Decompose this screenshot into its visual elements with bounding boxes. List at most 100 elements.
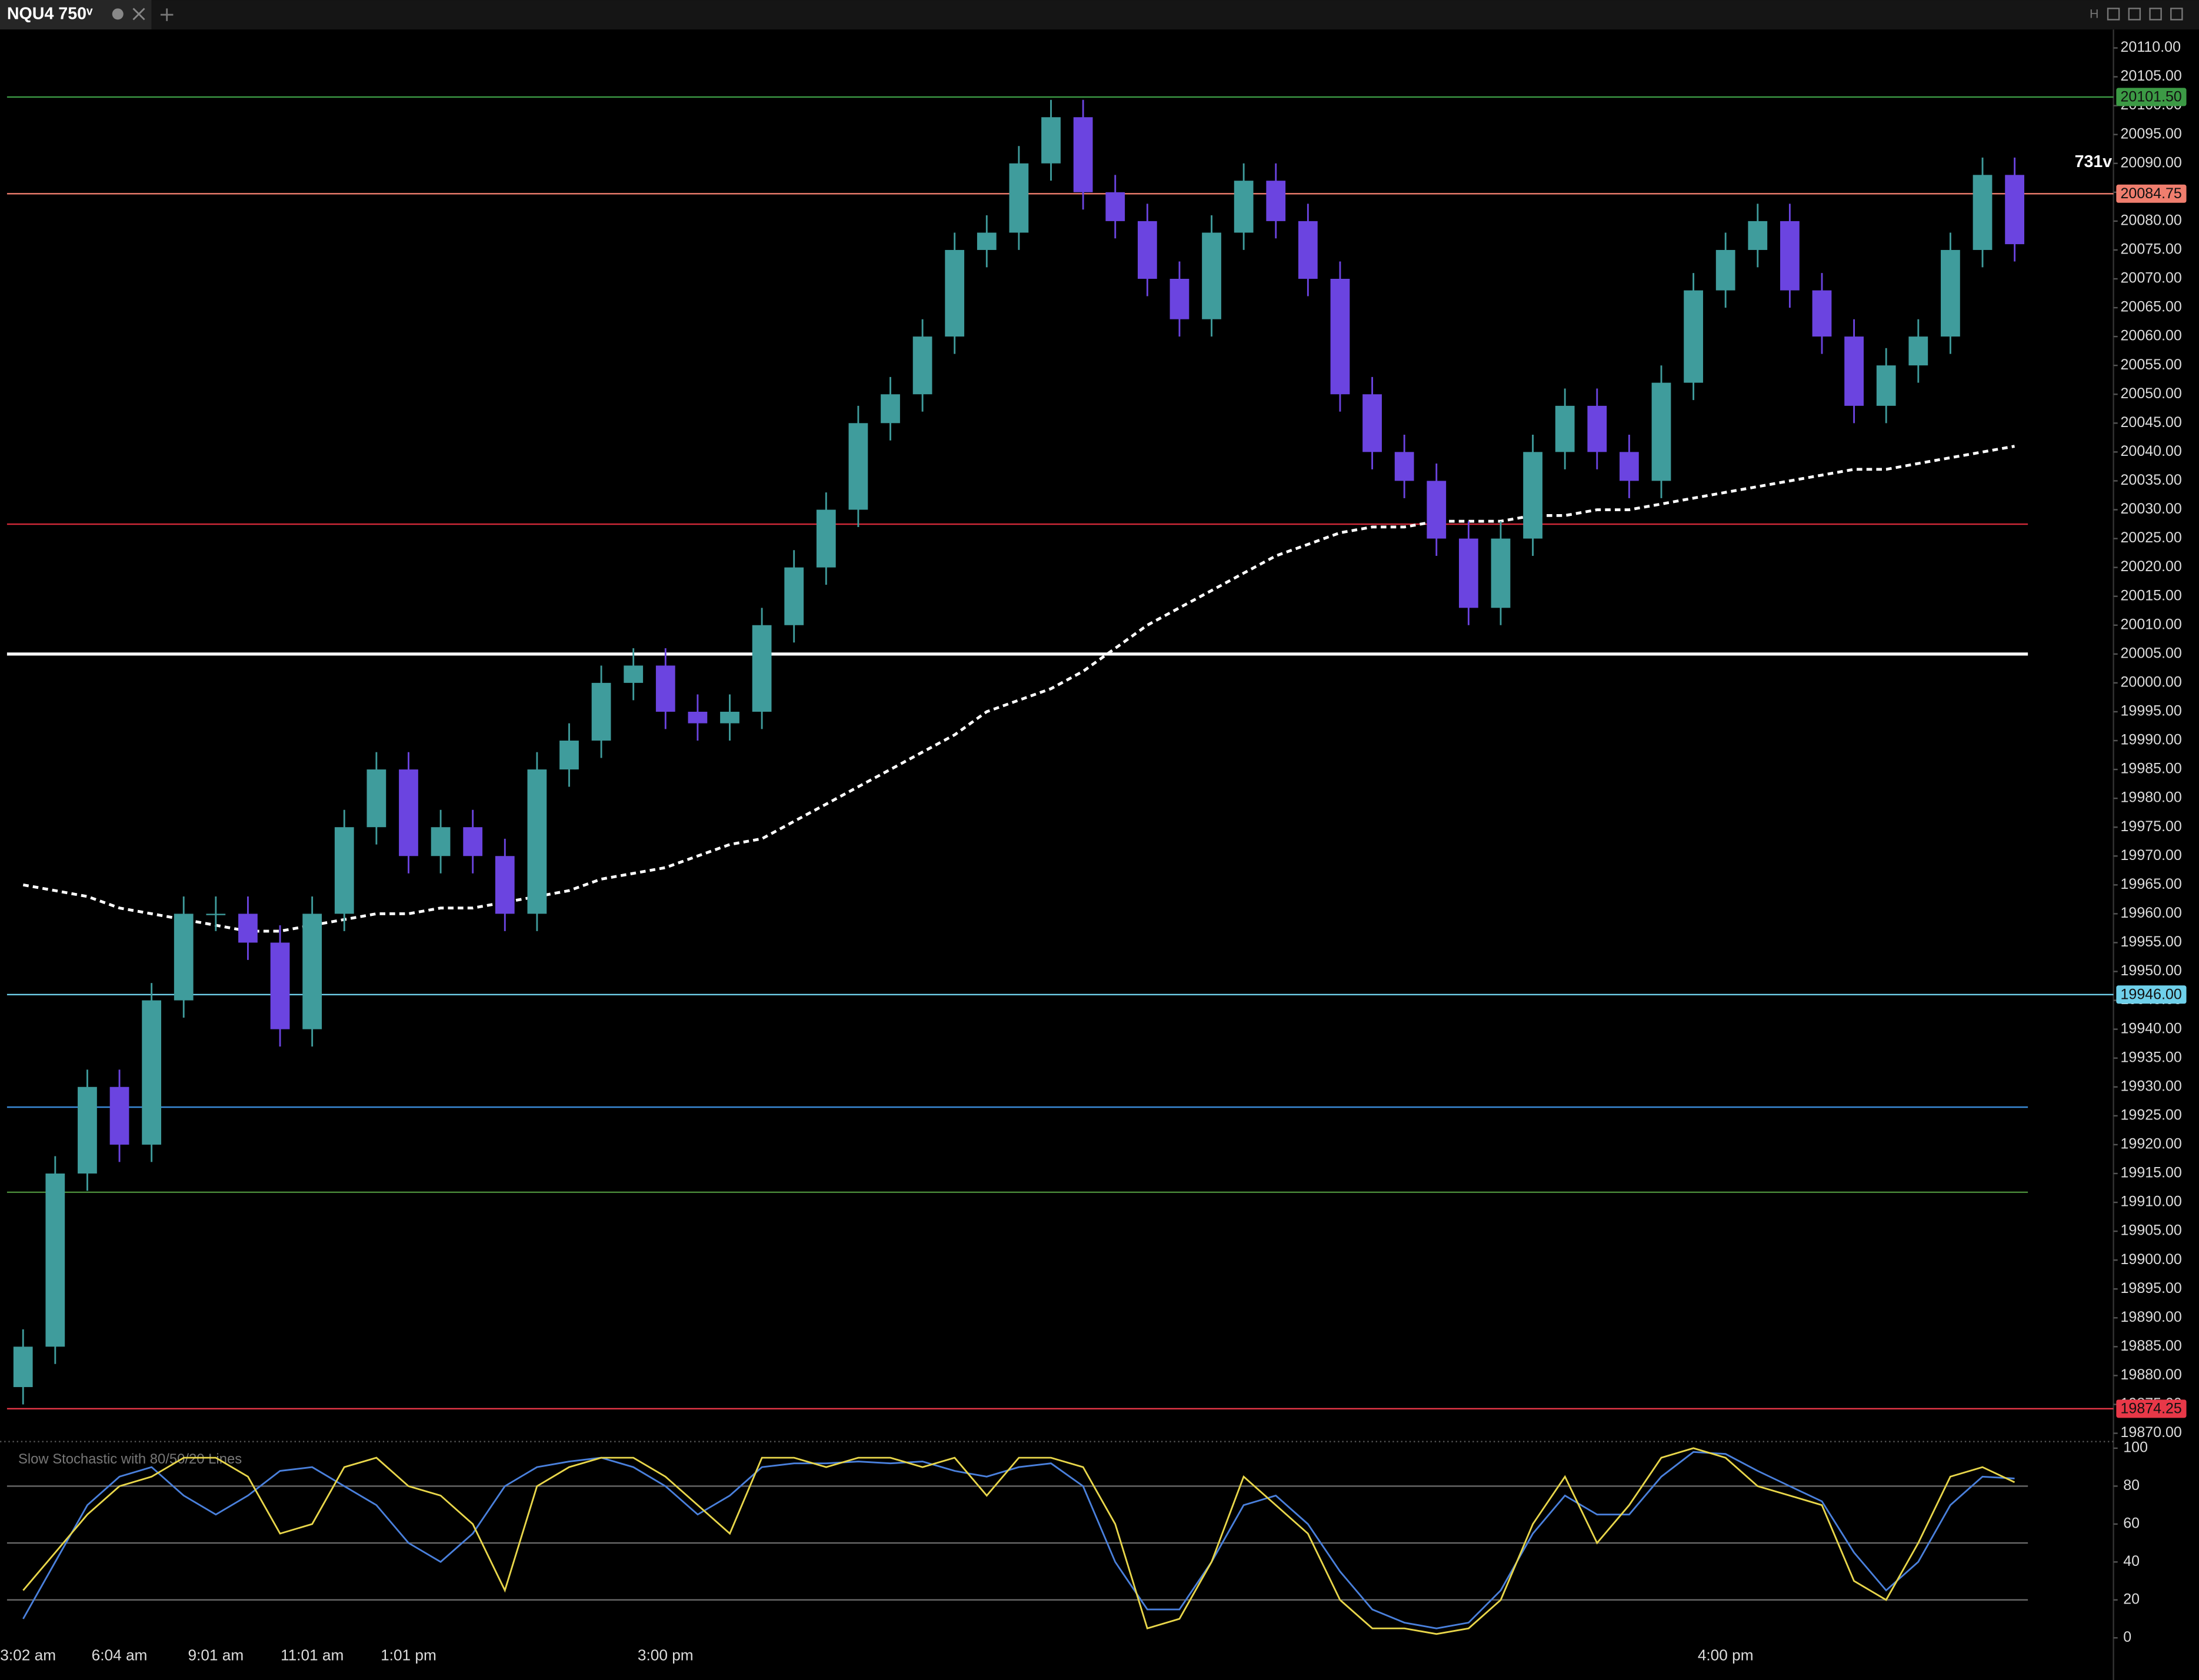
candle-body [1780,221,1800,291]
y-tick-label: 19935.00 [2121,1049,2182,1065]
candle-body [848,423,868,510]
price-tag [2116,985,2187,1004]
x-tick-label: 11:01 am [281,1646,344,1664]
x-tick-label: 3:00 pm [638,1646,694,1664]
h-icon[interactable]: H [2090,7,2098,21]
candle-body [1234,181,1254,233]
candle-body [1844,336,1864,406]
y-tick-label: 40 [2123,1553,2140,1569]
y-tick-label: 19985.00 [2121,761,2182,777]
y-tick-label: 19885.00 [2121,1338,2182,1354]
candle-body [624,665,644,683]
window-button[interactable] [2107,8,2120,21]
y-tick-label: 20045.00 [2121,414,2182,431]
candle-body [1394,452,1414,481]
y-tick-label: 20000.00 [2121,674,2182,691]
candle-body [142,1000,162,1145]
x-tick-label: 9:01 am [188,1646,244,1664]
y-tick-label: 20070.00 [2121,270,2182,286]
candle-body [431,827,451,856]
x-tick-label: 4:00 pm [1698,1646,1754,1664]
volume-label: 731v [2075,152,2113,171]
stoch-line [22,1451,2015,1629]
y-tick-label: 19925.00 [2121,1106,2182,1123]
indicator-title: Slow Stochastic with 80/50/20 Lines [18,1451,242,1467]
price-tag [2116,88,2187,106]
y-tick-label: 19915.00 [2121,1165,2182,1181]
new-tab[interactable] [160,8,174,21]
window-controls[interactable] [2107,8,2183,21]
candle-body [238,914,258,943]
window-button[interactable] [2170,8,2183,21]
price-tag-label: 19946.00 [2121,986,2182,1003]
candle-body [302,914,322,1029]
tab[interactable] [0,0,152,30]
candle-body [13,1346,33,1388]
tab-close[interactable] [132,8,145,21]
candle-body [912,336,932,395]
candle-body [1715,249,1735,291]
x-tick-label: 1:01 pm [381,1646,437,1664]
candle-body [366,769,387,828]
y-tick-label: 19980.00 [2121,789,2182,806]
y-tick-label: 19930.00 [2121,1078,2182,1094]
candle-body [752,625,772,712]
y-tick-label: 20105.00 [2121,68,2182,84]
candle-body [1587,405,1607,452]
candle-body [688,711,708,724]
candle-body [1620,452,1639,481]
candle-body [1170,278,1190,319]
y-tick-label: 19905.00 [2121,1222,2182,1239]
y-tick-label: 19950.00 [2121,962,2182,979]
candle-body [1266,181,1286,221]
y-tick-label: 20075.00 [2121,241,2182,258]
candle-body [1330,278,1350,395]
y-tick-label: 19940.00 [2121,1020,2182,1036]
window-button[interactable] [2149,8,2162,21]
candle-body [1202,232,1221,319]
y-tick-label: 19890.00 [2121,1309,2182,1325]
y-tick-label: 19910.00 [2121,1194,2182,1210]
y-tick-label: 19995.00 [2121,703,2182,719]
y-tick-label: 20090.00 [2121,154,2182,171]
candle-body [1009,163,1029,233]
candle-body [78,1086,97,1174]
candle-body [463,827,483,856]
y-tick-label: 80 [2123,1477,2140,1494]
candle-body [881,394,900,424]
y-tick-label: 20 [2123,1591,2140,1607]
candle-body [1876,365,1896,406]
candle-body [816,509,836,568]
candle-body [109,1086,129,1145]
candle-body [1748,221,1768,250]
candle-body [1973,175,1993,250]
window-button[interactable] [2128,8,2141,21]
y-tick-label: 19965.00 [2121,876,2182,892]
price-tag [2116,184,2187,203]
y-tick-label: 20025.00 [2121,529,2182,546]
y-tick-label: 100 [2123,1439,2148,1456]
y-tick-label: 20040.00 [2121,443,2182,459]
candle-body [495,856,515,914]
candle-body [1491,538,1511,608]
y-tick-label: 20065.00 [2121,299,2182,315]
y-tick-label: 20055.00 [2121,356,2182,373]
candle-body [1908,336,1928,366]
y-tick-label: 19880.00 [2121,1366,2182,1383]
candle-body [527,769,547,914]
candle-body [2005,175,2025,245]
candle-body [1651,382,1671,481]
tab-status [112,8,124,20]
tab-title[interactable]: NQU4 750ᵛ [7,5,93,24]
candle-body [1362,394,1382,452]
y-tick-label: 19990.00 [2121,732,2182,748]
candle-body [1298,221,1318,279]
candle-body [1458,538,1478,608]
y-tick-label: 20050.00 [2121,385,2182,402]
y-tick-label: 20095.00 [2121,125,2182,142]
y-tick-label: 19960.00 [2121,905,2182,921]
candle-body [591,682,611,741]
candle-body [1941,249,1960,337]
